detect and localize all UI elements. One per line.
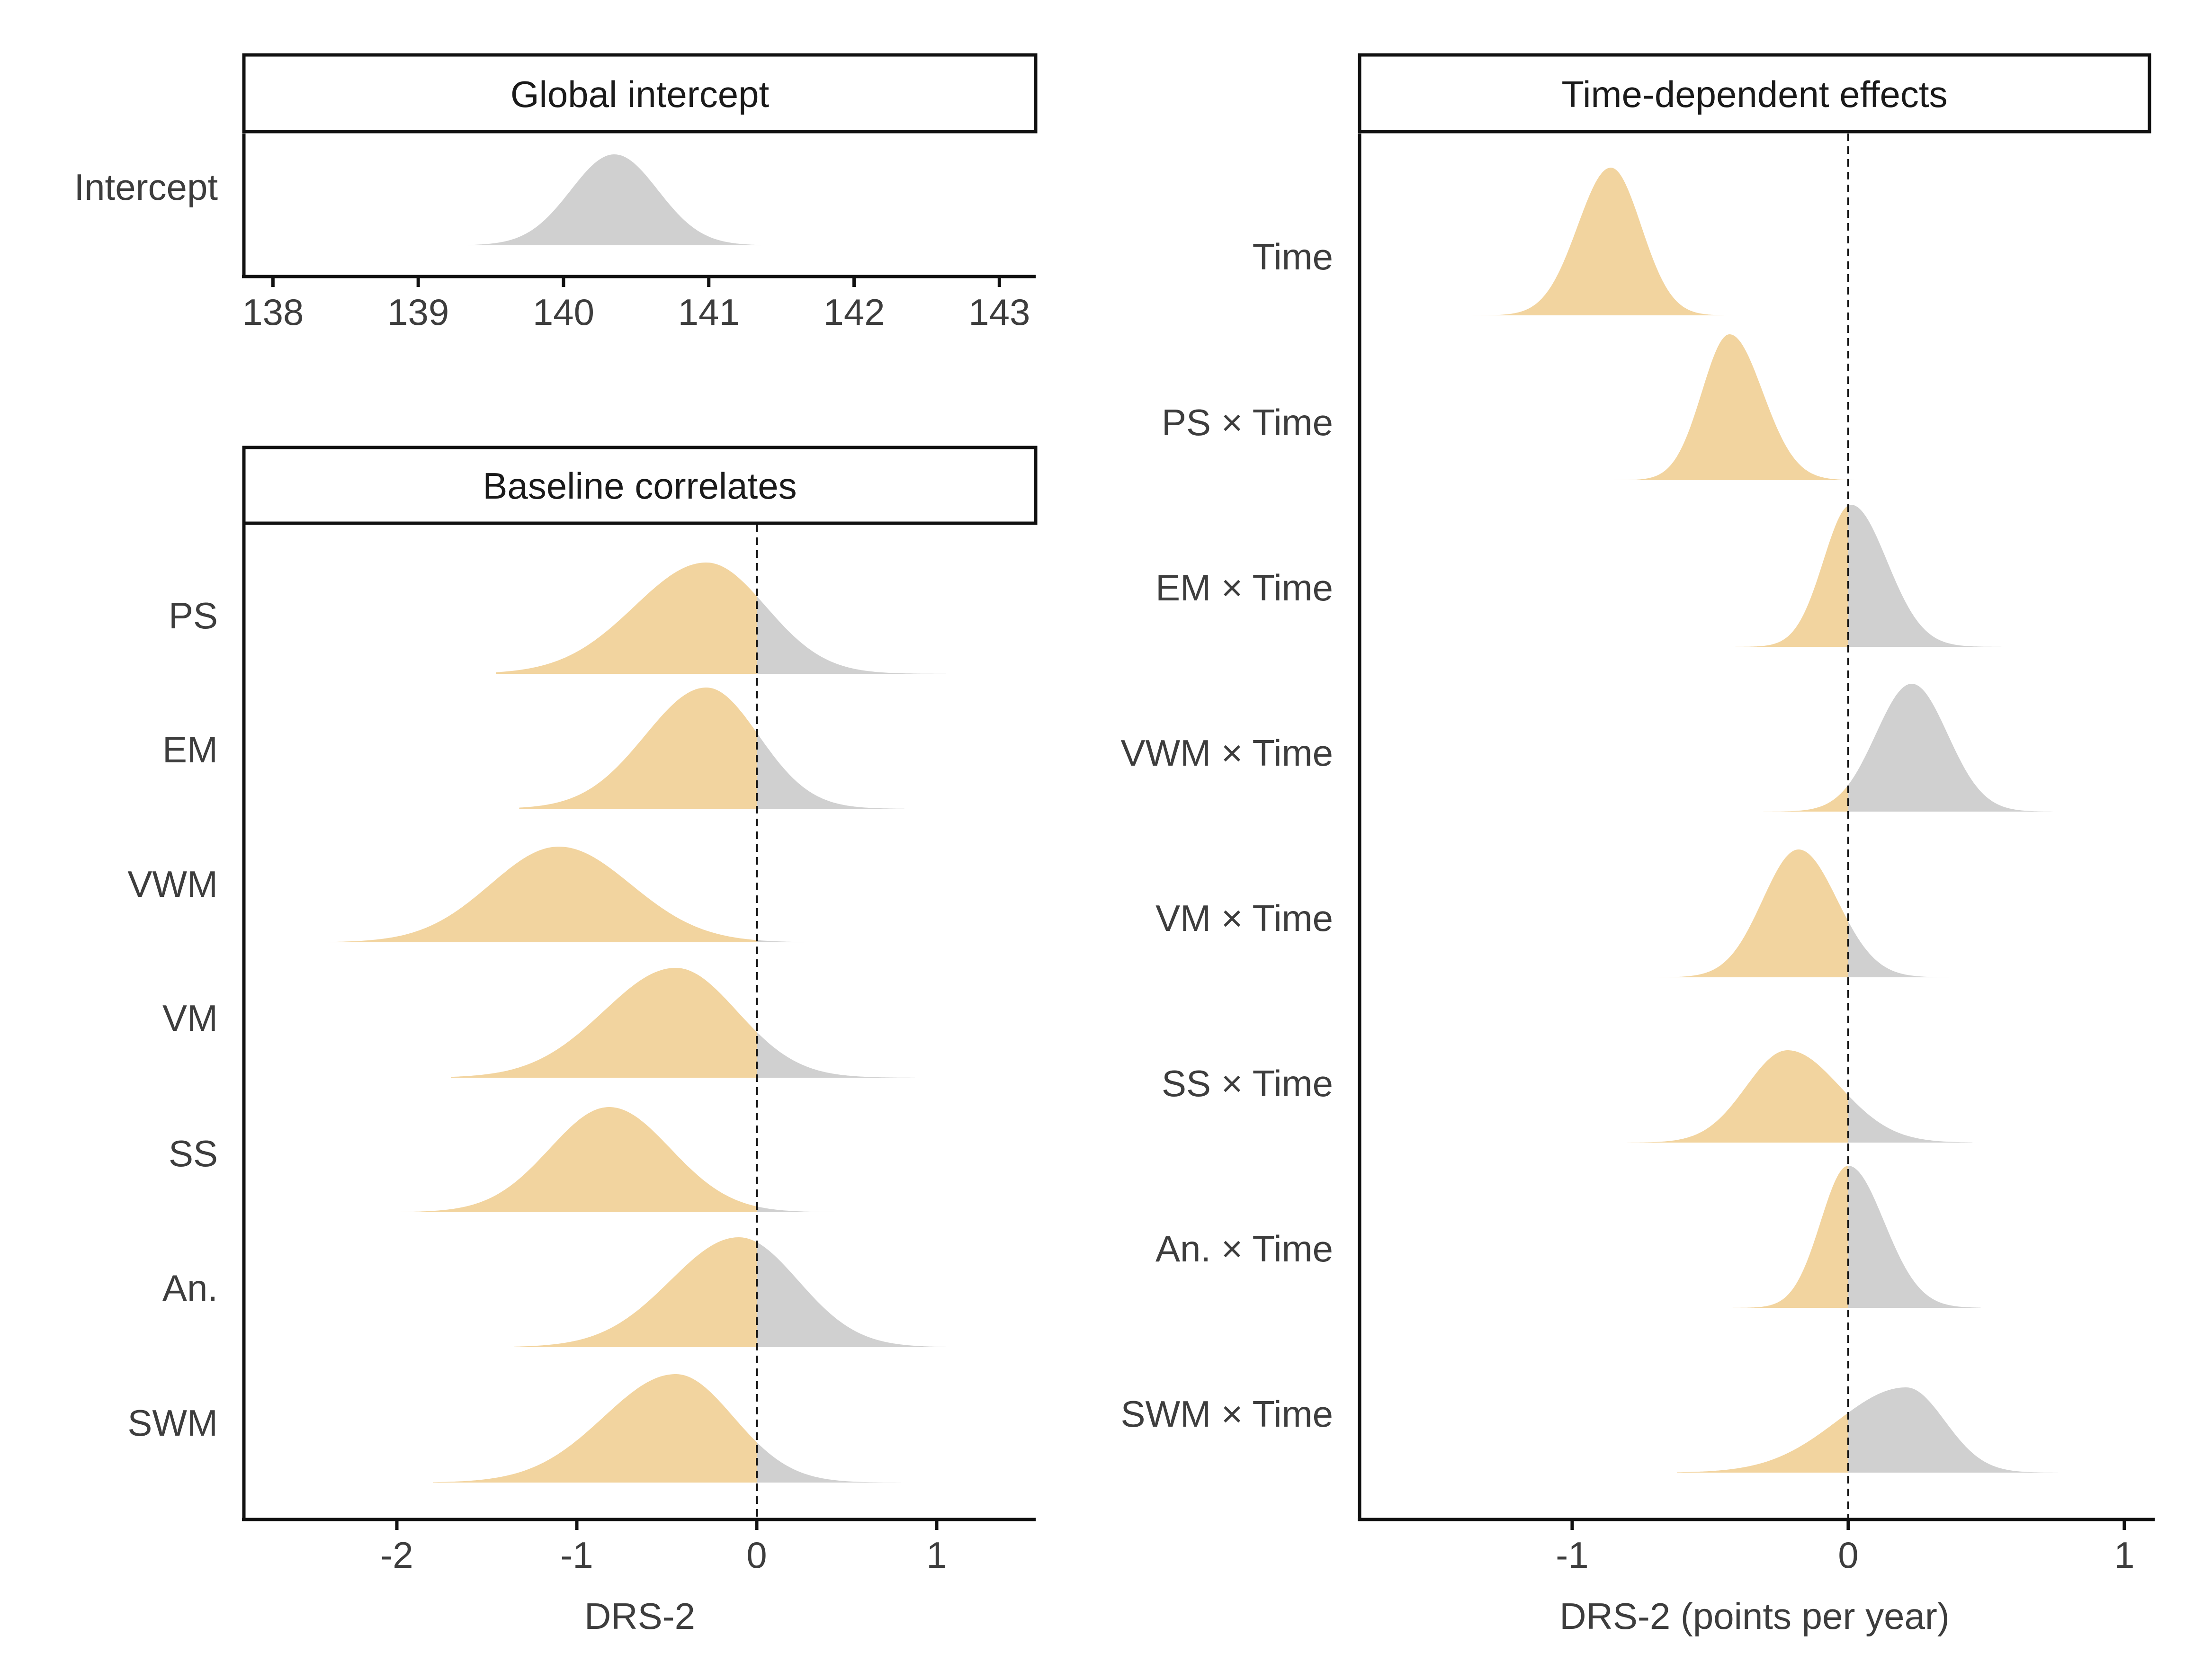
density-area-intercept [462, 154, 774, 245]
x-tick-label: 138 [242, 291, 304, 333]
density-area-positive-vm-x-time [1848, 921, 1981, 977]
density-area-negative-ps-x-time [1594, 334, 1848, 480]
density-vm-x-time [1647, 849, 1981, 977]
row-label-vm: VM [162, 997, 218, 1039]
density-area-positive-vwm [757, 940, 829, 942]
panel-global-intercept: Global intercept 138 139 140 141 142 143 Inte… [74, 53, 1038, 333]
density-ps [496, 563, 946, 674]
row-labels-global: Intercept [74, 166, 218, 208]
density-area-negative-swm-x-time [1677, 1412, 1848, 1473]
plot-area-global [462, 154, 774, 245]
x-axis-title-time: DRS-2 (points per year) [1559, 1595, 1950, 1637]
strip-title-baseline: Baseline correlates [483, 465, 797, 507]
density-area-positive-em [757, 733, 904, 809]
x-tick-label: -2 [380, 1534, 413, 1576]
density-area-negative-an-x-time [1716, 1166, 1848, 1308]
row-label-ps-x-time: PS × Time [1162, 402, 1333, 443]
x-axis-ticks-global: 138 139 140 141 142 143 [242, 277, 1030, 333]
density-area-negative-vm-x-time [1647, 849, 1848, 977]
plot-area-baseline [325, 525, 946, 1519]
x-tick-label: -1 [560, 1534, 593, 1576]
density-area-negative-vm [451, 968, 757, 1078]
row-label-ss-x-time: SS × Time [1162, 1063, 1333, 1104]
row-label-an: An. [162, 1267, 218, 1309]
row-label-intercept: Intercept [74, 166, 218, 208]
x-tick-label: 0 [1838, 1534, 1858, 1576]
density-area-negative-ps [496, 563, 757, 674]
x-tick-label: 142 [823, 291, 885, 333]
panel-time-dependent-effects: Time-dependent effects -1 0 1 Time PS × Tim… [1120, 53, 2155, 1637]
x-axis-ticks-baseline: -2 -1 0 1 [380, 1519, 947, 1576]
density-area-positive-ss [757, 1206, 834, 1212]
density-area-negative-vwm-x-time [1746, 785, 1848, 812]
strip-title-global: Global intercept [510, 73, 770, 115]
x-tick-label: 139 [387, 291, 449, 333]
x-tick-label: 1 [2114, 1534, 2134, 1576]
density-area-positive-ps [757, 596, 946, 674]
density-area-negative-swm [433, 1374, 757, 1483]
x-axis-title-baseline: DRS-2 [584, 1595, 695, 1637]
density-ss [400, 1107, 834, 1212]
density-time [1470, 168, 1724, 315]
density-an-x-time [1716, 1166, 1981, 1308]
x-tick-label: 0 [746, 1534, 767, 1576]
density-vwm-x-time [1746, 684, 2053, 812]
density-area-positive-swm [757, 1442, 901, 1483]
density-area-negative-em [519, 688, 757, 809]
density-area-positive-vm [757, 1032, 915, 1078]
density-intercept [462, 154, 774, 245]
density-area-negative-ss-x-time [1627, 1050, 1848, 1143]
row-labels-time: Time PS × Time EM × Time VWM × Time VM × Tim… [1120, 236, 1333, 1435]
row-label-em-x-time: EM × Time [1155, 567, 1333, 608]
density-em-x-time [1716, 505, 2003, 647]
density-area-positive-an [757, 1242, 946, 1347]
density-area-positive-vwm-x-time [1848, 684, 2053, 812]
density-area-negative-em-x-time [1716, 505, 1848, 647]
x-tick-label: 141 [678, 291, 740, 333]
density-area-positive-swm-x-time [1848, 1387, 2058, 1473]
row-label-swm-x-time: SWM × Time [1120, 1393, 1333, 1435]
density-swm [433, 1374, 901, 1483]
row-label-time: Time [1253, 236, 1333, 277]
density-area-positive-ss-x-time [1848, 1095, 1973, 1143]
density-area-negative-ss [400, 1107, 757, 1212]
density-an [514, 1237, 946, 1347]
x-tick-label: -1 [1556, 1534, 1588, 1576]
x-tick-label: 140 [533, 291, 594, 333]
x-tick-label: 143 [968, 291, 1030, 333]
row-labels-baseline: PS EM VWM VM SS An. SWM [127, 595, 218, 1444]
row-label-vwm-x-time: VWM × Time [1120, 732, 1333, 774]
density-area-negative-an [514, 1237, 757, 1347]
density-ss-x-time [1627, 1050, 1973, 1143]
strip-time [1358, 53, 2151, 134]
density-swm-x-time [1677, 1387, 2058, 1473]
density-area-positive-ps-x-time [1848, 480, 1854, 481]
density-area-positive-em-x-time [1848, 505, 2003, 647]
row-label-swm: SWM [127, 1402, 218, 1444]
strip-baseline [242, 446, 1038, 525]
strip-global [242, 53, 1038, 134]
row-label-ss: SS [169, 1133, 218, 1174]
row-label-ps: PS [169, 595, 218, 636]
density-area-negative-time [1470, 168, 1724, 315]
density-area-positive-an-x-time [1848, 1166, 1981, 1308]
panel-baseline-correlates: Baseline correlates -2 -1 0 1 PS EM VWM VM SS An… [127, 446, 1038, 1637]
x-axis-ticks-time: -1 0 1 [1556, 1519, 2135, 1576]
density-ps-x-time [1594, 334, 1854, 480]
density-area-negative-vwm [325, 847, 757, 942]
x-tick-label: 1 [926, 1534, 947, 1576]
density-vwm [325, 847, 829, 942]
row-label-vm-x-time: VM × Time [1155, 897, 1333, 939]
row-label-an-x-time: An. × Time [1155, 1228, 1333, 1269]
density-em [519, 688, 904, 809]
strip-title-time: Time-dependent effects [1561, 73, 1947, 115]
density-vm [451, 968, 915, 1078]
plot-area-time [1470, 134, 2058, 1519]
row-label-vwm: VWM [127, 863, 218, 905]
row-label-em: EM [162, 729, 218, 770]
